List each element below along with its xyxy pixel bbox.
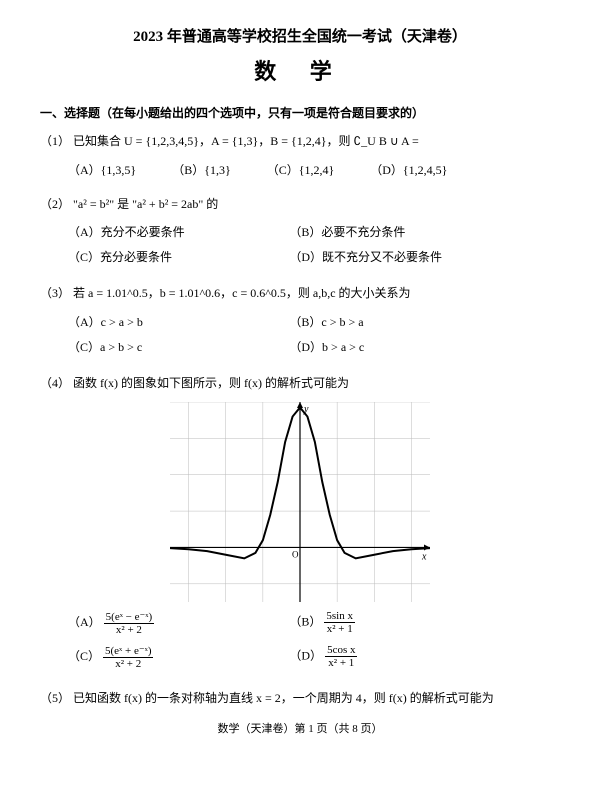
question-5: （5） 已知函数 f(x) 的一条对称轴为直线 x = 2，一个周期为 4，则 … — [40, 688, 560, 710]
q2-num: （2） — [40, 197, 70, 211]
q4-graph: Oxy — [40, 402, 560, 602]
q3-text: 若 a = 1.01^0.5，b = 1.01^0.6，c = 0.6^0.5，… — [73, 286, 411, 300]
q4-text: 函数 f(x) 的图象如下图所示，则 f(x) 的解析式可能为 — [73, 376, 349, 390]
q3-num: （3） — [40, 286, 70, 300]
q1-options: （A）{1,3,5} （B）{1,3} （C）{1,2,4} （D）{1,2,4… — [68, 161, 560, 184]
q1-opt-b: （B）{1,3} — [172, 161, 231, 178]
q4-opt-c: （C） 5(eˣ + e⁻ˣ)x² + 2 — [68, 644, 289, 670]
q2-opt-d: （D）既不充分又不必要条件 — [289, 248, 510, 265]
exam-header: 2023 年普通高等学校招生全国统一考试（天津卷） — [40, 25, 560, 46]
q5-num: （5） — [40, 691, 70, 705]
q1-opt-d: （D）{1,2,4,5} — [370, 161, 447, 178]
q4-options: （A） 5(eˣ − e⁻ˣ)x² + 2 （B） 5sin xx² + 1 （… — [68, 610, 560, 678]
q1-opt-c: （C）{1,2,4} — [267, 161, 335, 178]
q2-opt-c: （C）充分必要条件 — [68, 248, 289, 265]
page-footer: 数学（天津卷）第 1 页（共 8 页） — [40, 720, 560, 736]
svg-text:x: x — [421, 552, 427, 563]
q4-opt-b: （B） 5sin xx² + 1 — [289, 610, 510, 636]
q4-num: （4） — [40, 376, 70, 390]
q2-options: （A）充分不必要条件 （B）必要不充分条件 （C）充分必要条件 （D）既不充分又… — [68, 223, 560, 273]
question-4: （4） 函数 f(x) 的图象如下图所示，则 f(x) 的解析式可能为 — [40, 373, 560, 395]
section-1-title: 一、选择题（在每小题给出的四个选项中，只有一项是符合题目要求的） — [40, 104, 560, 121]
svg-text:O: O — [292, 550, 299, 560]
q2-opt-b: （B）必要不充分条件 — [289, 223, 510, 240]
q1-num: （1） — [40, 134, 70, 148]
q3-opt-a: （A）c > a > b — [68, 313, 289, 330]
q3-opt-d: （D）b > a > c — [289, 338, 510, 355]
question-1: （1） 已知集合 U = {1,2,3,4,5}，A = {1,3}，B = {… — [40, 131, 560, 153]
question-3: （3） 若 a = 1.01^0.5，b = 1.01^0.6，c = 0.6^… — [40, 283, 560, 305]
q4-opt-a: （A） 5(eˣ − e⁻ˣ)x² + 2 — [68, 610, 289, 636]
function-graph: Oxy — [170, 402, 430, 602]
q2-text: "a² = b²" 是 "a² + b² = 2ab" 的 — [73, 197, 218, 211]
q5-text: 已知函数 f(x) 的一条对称轴为直线 x = 2，一个周期为 4，则 f(x)… — [73, 691, 494, 705]
q4-opt-d: （D） 5cos xx² + 1 — [289, 644, 510, 670]
q3-opt-b: （B）c > b > a — [289, 313, 510, 330]
q2-opt-a: （A）充分不必要条件 — [68, 223, 289, 240]
subject-title: 数 学 — [40, 54, 560, 86]
q3-opt-c: （C）a > b > c — [68, 338, 289, 355]
q3-options: （A）c > a > b （B）c > b > a （C）a > b > c （… — [68, 313, 560, 363]
q1-text: 已知集合 U = {1,2,3,4,5}，A = {1,3}，B = {1,2,… — [73, 134, 419, 148]
q1-opt-a: （A）{1,3,5} — [68, 161, 136, 178]
question-2: （2） "a² = b²" 是 "a² + b² = 2ab" 的 — [40, 194, 560, 216]
